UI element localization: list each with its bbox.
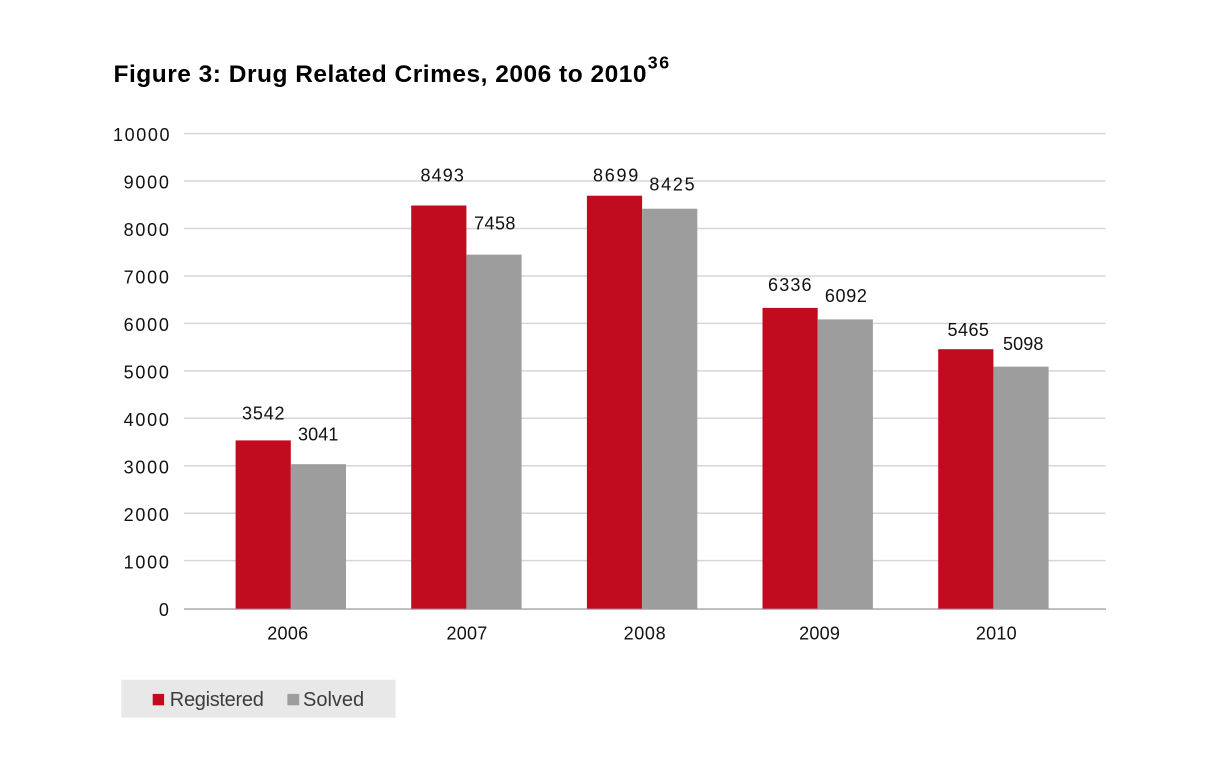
svg-text:6092: 6092	[825, 286, 867, 306]
svg-text:6336: 6336	[768, 275, 812, 295]
svg-text:4000: 4000	[124, 410, 169, 430]
svg-text:9000: 9000	[124, 173, 169, 193]
svg-text:7458: 7458	[474, 213, 516, 233]
svg-text:5000: 5000	[124, 362, 169, 382]
svg-text:2007: 2007	[447, 624, 488, 644]
svg-text:Registered: Registered	[170, 689, 264, 711]
svg-text:Solved: Solved	[303, 689, 364, 711]
svg-text:8699: 8699	[593, 165, 638, 185]
svg-text:3000: 3000	[124, 457, 169, 477]
svg-text:5465: 5465	[947, 320, 989, 340]
svg-text:0: 0	[159, 600, 169, 620]
svg-text:6000: 6000	[124, 315, 169, 335]
svg-text:2006: 2006	[267, 624, 308, 644]
svg-text:8493: 8493	[420, 166, 464, 186]
svg-text:2010: 2010	[976, 624, 1017, 644]
svg-text:8000: 8000	[124, 220, 169, 240]
svg-text:1000: 1000	[124, 552, 169, 572]
svg-text:3542: 3542	[242, 403, 285, 423]
svg-text:3041: 3041	[298, 424, 339, 444]
svg-text:8425: 8425	[649, 175, 694, 195]
svg-text:2008: 2008	[624, 624, 666, 644]
svg-text:7000: 7000	[124, 268, 169, 288]
svg-text:5098: 5098	[1003, 334, 1043, 354]
svg-text:2009: 2009	[799, 624, 840, 644]
svg-text:2000: 2000	[124, 505, 169, 525]
svg-text:10000: 10000	[113, 125, 170, 145]
